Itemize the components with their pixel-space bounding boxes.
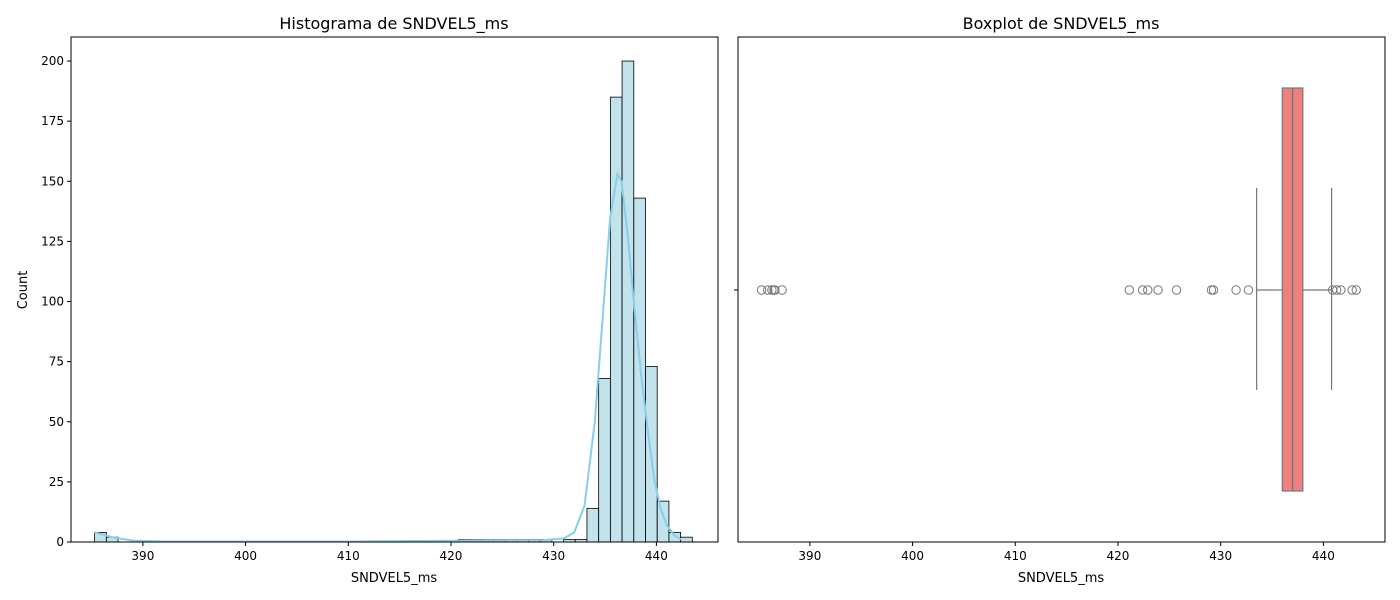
kde-line <box>94 171 682 543</box>
y-tick-label: 75 <box>49 355 64 369</box>
outlier-point <box>1351 285 1361 295</box>
outlier-point <box>763 285 773 295</box>
histogram-title: Histograma de SNDVEL5_ms <box>279 14 508 34</box>
y-tick-label: 175 <box>41 114 64 128</box>
histogram-bar <box>598 378 611 543</box>
y-tick-label: 200 <box>41 54 64 68</box>
histogram-plot-frame <box>70 36 719 543</box>
outlier-point <box>1208 285 1219 295</box>
y-tick-label: 125 <box>41 234 64 248</box>
x-tick-label: 410 <box>337 549 360 563</box>
histogram-x-ticks: 390 400 410 420 430 440 <box>131 542 668 563</box>
y-tick-label: 150 <box>41 174 64 188</box>
outlier-point <box>1153 285 1163 295</box>
x-tick-label: 420 <box>1107 549 1130 563</box>
outlier-point <box>1243 285 1254 295</box>
boxplot-title: Boxplot de SNDVEL5_ms <box>963 14 1160 34</box>
histogram-bar <box>586 507 600 543</box>
histogram-bar <box>656 500 670 543</box>
histogram-y-ticks: 0 25 50 75 100 125 150 175 200 <box>41 54 71 549</box>
x-tick-label: 410 <box>1004 549 1027 563</box>
x-tick-label: 430 <box>1209 549 1232 563</box>
histogram-x-axis-label: SNDVEL5_ms <box>351 571 438 586</box>
outlier-point <box>756 285 767 295</box>
boxplot-x-axis-label: SNDVEL5_ms <box>1018 571 1105 586</box>
histogram-bar <box>609 96 623 543</box>
histogram-y-axis-label: Count <box>16 271 31 310</box>
outlier-point <box>1206 285 1217 295</box>
outlier-point <box>1347 285 1357 295</box>
histogram-bar <box>680 536 693 543</box>
outlier-point <box>1332 285 1342 295</box>
x-tick-label: 400 <box>234 549 257 563</box>
outlier-point <box>1231 285 1241 295</box>
boxplot-x-ticks: 390 400 410 420 430 440 <box>798 542 1335 563</box>
x-tick-label: 390 <box>798 549 821 563</box>
outlier-point <box>1171 285 1182 295</box>
histogram-bar <box>621 60 635 543</box>
y-tick-label: 25 <box>49 475 64 489</box>
outlier-point <box>1137 285 1148 295</box>
boxplot-elements <box>756 87 1361 492</box>
outlier-point <box>1143 285 1153 295</box>
x-tick-label: 440 <box>1312 549 1335 563</box>
x-tick-label: 420 <box>440 549 463 563</box>
x-tick-label: 400 <box>901 549 924 563</box>
x-tick-label: 430 <box>542 549 565 563</box>
outlier-point <box>1124 285 1134 295</box>
y-tick-label: 100 <box>41 295 64 309</box>
histogram-bars <box>94 60 693 543</box>
y-tick-label: 0 <box>56 535 64 549</box>
boxplot-panel: Boxplot de SNDVEL5_ms 390 400 410 420 430 440… <box>734 14 1386 586</box>
x-tick-label: 440 <box>645 549 668 563</box>
outlier-point <box>1336 285 1346 295</box>
outlier-point <box>777 285 787 295</box>
x-tick-label: 390 <box>131 549 154 563</box>
y-tick-label: 50 <box>49 415 64 429</box>
histogram-panel: Histograma de SNDVEL5_ms 390 400 410 420 430… <box>16 14 719 586</box>
outlier-point <box>770 285 780 295</box>
